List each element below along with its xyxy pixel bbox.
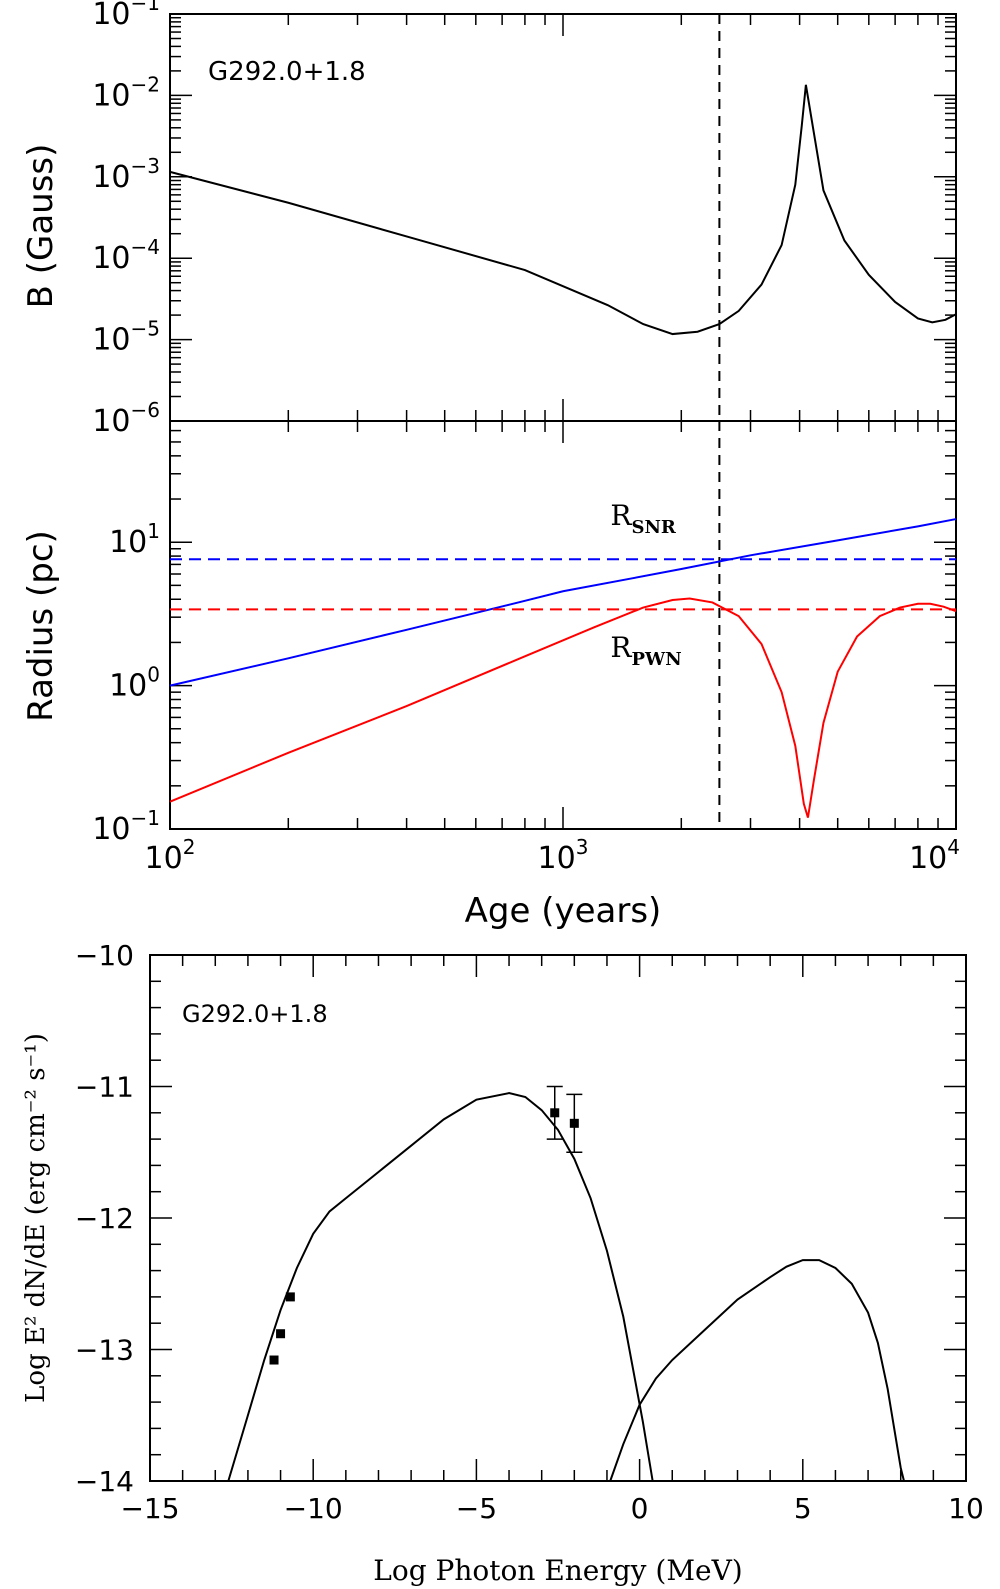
data-point	[276, 1329, 286, 1339]
synchrotron-curve	[227, 1092, 654, 1482]
bottom-x-tick-label: 5	[794, 1492, 812, 1525]
series-label-snr: RSNR	[610, 499, 677, 538]
point-marker	[550, 1108, 560, 1118]
point-marker	[276, 1329, 286, 1339]
middle-x-tick-label: 103	[538, 835, 589, 876]
middle-y-tick-label: 101	[109, 519, 160, 560]
top-source-label: G292.0+1.8	[208, 57, 366, 87]
bottom-y-tick-labels: −14 −13 −12 −11 −10	[75, 939, 134, 1498]
spectrum-curves	[227, 1092, 905, 1482]
spectrum-data-points	[269, 1085, 583, 1365]
magnetic-field-panel: 10−6 10−5 10−4 10−3 10−2 10−1 G292.0+1.8 B (G…	[21, 0, 957, 439]
middle-y-axis-title: Radius (pc)	[21, 530, 61, 722]
top-y-tick-label: 10−6	[92, 398, 160, 439]
bottom-source-label: G292.0+1.8	[182, 1000, 328, 1028]
bottom-x-tick-label: 0	[631, 1492, 649, 1525]
bottom-y-tick-label: −14	[75, 1465, 134, 1498]
bottom-x-tick-labels: −15 −10 −5 0 5 10	[120, 1492, 983, 1525]
middle-x-tick-label: 102	[145, 835, 196, 876]
bottom-y-tick-label: −11	[75, 1071, 134, 1104]
radius-curves	[169, 518, 957, 818]
age-x-axis-title: Age (years)	[465, 891, 662, 931]
bottom-x-tick-label: −15	[120, 1492, 179, 1525]
data-point	[269, 1355, 279, 1365]
bottom-y-tick-label: −10	[75, 939, 134, 972]
top-y-tick-label: 10−4	[92, 235, 160, 276]
top-y-tick-label: 10−5	[92, 317, 160, 358]
spectrum-panel: −14−13−12−11−10 −15 −10 −5 0 5 10 G292.0+1.8 …	[21, 939, 984, 1587]
bottom-y-tick-label: −13	[75, 1334, 134, 1367]
top-axis-ticks	[169, 13, 957, 422]
inverse-Compton-curve	[609, 1259, 905, 1482]
point-marker	[569, 1118, 579, 1128]
b-field-curve	[169, 84, 957, 336]
middle-x-tick-label: 104	[909, 835, 960, 876]
bottom-x-tick-label: −10	[284, 1492, 343, 1525]
series-label-pwn: RPWN	[610, 631, 681, 670]
top-y-tick-label: 10−2	[92, 72, 160, 113]
bottom-x-tick-label: −5	[456, 1492, 497, 1525]
top-y-tick-labels: 10−6 10−5 10−4 10−3 10−2 10−1	[92, 0, 160, 439]
radius-series-labels: RSNR RPWN	[610, 499, 681, 670]
radius-panel: 10−1 100 101 102 103 104 RSNR RPWN Radius (pc…	[21, 420, 960, 931]
r-pwn-curve	[169, 597, 957, 818]
bottom-y-axis-title: Log E² dN/dE (erg cm⁻² s⁻¹)	[21, 1033, 51, 1403]
top-y-axis-title: B (Gauss)	[21, 144, 61, 309]
data-point	[566, 1093, 583, 1153]
middle-plot-frame	[169, 420, 957, 830]
data-point	[546, 1085, 563, 1140]
energy-x-axis-title: Log Photon Energy (MeV)	[373, 1554, 742, 1587]
middle-x-tick-labels: 102 103 104	[145, 835, 960, 876]
bottom-y-tick-label: −12	[75, 1202, 134, 1235]
point-marker	[285, 1292, 295, 1302]
point-marker	[269, 1355, 279, 1365]
data-point	[285, 1292, 295, 1302]
middle-y-tick-labels: 10−1 100 101	[92, 519, 160, 847]
middle-axis-ticks	[169, 420, 957, 830]
r-snr-curve	[169, 518, 957, 687]
middle-y-tick-label: 10−1	[92, 806, 160, 847]
top-y-tick-label: 10−1	[92, 0, 160, 32]
bottom-plot-frame	[149, 954, 967, 1482]
bottom-x-tick-label: 10	[948, 1492, 984, 1525]
top-y-tick-label: 10−3	[92, 154, 160, 195]
middle-y-tick-label: 100	[109, 663, 160, 704]
bottom-axis-ticks	[149, 954, 967, 1482]
